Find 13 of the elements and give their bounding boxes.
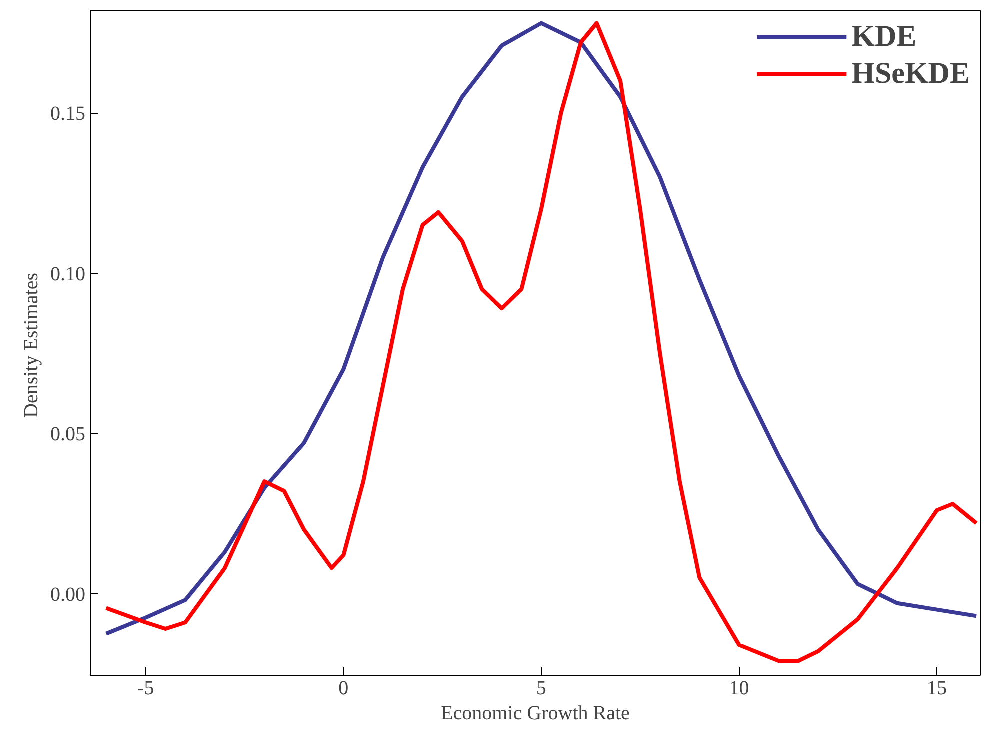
x-tick-label: 0 (338, 678, 349, 700)
y-tick-label: 0.10 (50, 263, 86, 286)
x-tick-label: 5 (536, 678, 546, 700)
x-tick-label: -5 (138, 678, 154, 700)
y-tick-label: 0.15 (50, 103, 86, 126)
y-tick-label: 0.05 (50, 424, 86, 446)
legend-label: KDE (852, 20, 917, 54)
x-tick-label: 15 (926, 678, 947, 700)
y-axis-title: Density Estimates (20, 272, 42, 418)
legend-label: HSeKDE (852, 57, 970, 91)
x-tick-label: 10 (729, 678, 750, 700)
x-axis-title: Economic Growth Rate (441, 702, 630, 724)
y-tick-label: 0.00 (50, 584, 86, 606)
